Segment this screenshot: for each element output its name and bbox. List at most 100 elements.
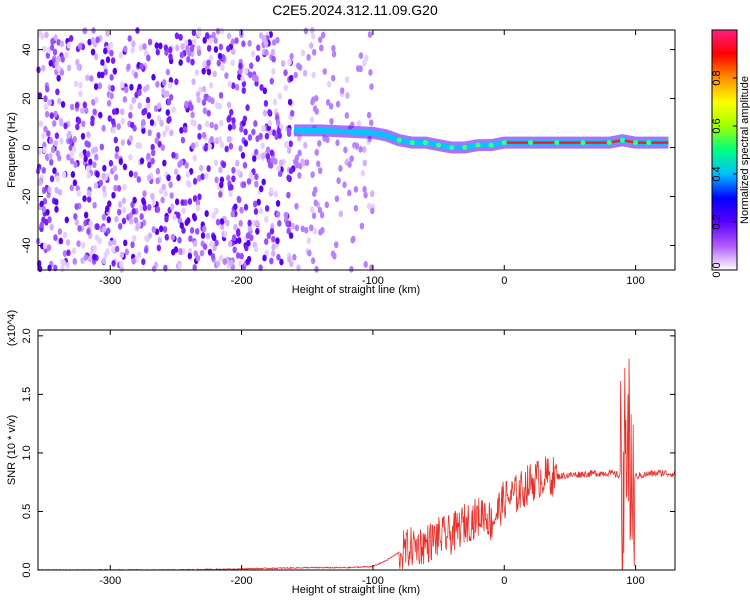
spectrogram-cell	[105, 248, 110, 255]
spectrogram-cell	[258, 32, 264, 39]
spectrogram-cell	[312, 227, 318, 235]
spectrogram-cell	[77, 42, 83, 50]
spectrogram-cell	[85, 165, 91, 173]
spectrogram-cell	[289, 74, 294, 82]
spectrogram-cell	[43, 95, 48, 103]
spectrogram-cell	[347, 161, 352, 168]
spectrogram-cell	[259, 185, 264, 193]
spectrogram-cell	[94, 96, 99, 104]
spectrogram-cell	[248, 171, 253, 179]
spectrogram-cell	[285, 220, 290, 228]
spectrogram-cell	[95, 170, 100, 178]
spectrogram-cell	[286, 127, 292, 135]
spectrogram-cell	[186, 56, 191, 63]
spectrogram-cell	[221, 161, 227, 169]
spectrogram-cell	[239, 206, 244, 214]
spectrogram-cell	[155, 167, 161, 175]
spectrogram-cell	[287, 98, 293, 106]
spectrogram-cell	[62, 250, 68, 257]
spectrogram-cell	[76, 189, 81, 197]
spectrogram-cell	[294, 154, 300, 162]
spectrogram-cell	[310, 171, 315, 179]
x-tick-label: -300	[99, 275, 121, 287]
spectrogram-cell	[111, 108, 117, 116]
spectrogram-cell	[264, 205, 270, 212]
spectrogram-cell	[53, 34, 58, 42]
spectrogram-cell	[69, 184, 74, 192]
spectrogram-cell	[41, 187, 47, 194]
spectrogram-cell	[142, 43, 147, 50]
spectrogram-cell	[214, 239, 219, 247]
spectrogram-cell	[263, 40, 269, 47]
spectrogram-cell	[101, 213, 107, 221]
spectrogram-cell	[76, 117, 82, 125]
snr-scale-label: (x10^4)	[6, 310, 18, 346]
spectrogram-cell	[218, 166, 223, 174]
spectrogram-cell	[205, 232, 211, 240]
y-tick-label: 40	[21, 43, 33, 55]
spectrogram-signal-trace	[294, 124, 669, 154]
spectrogram-cell	[263, 100, 269, 107]
spectrogram-cell	[196, 30, 202, 38]
spectrogram-cell	[49, 175, 55, 183]
spectrogram-cell	[109, 49, 114, 57]
spectrogram-cell	[146, 152, 151, 160]
spectrogram-cell	[320, 31, 326, 39]
spectrogram-cell	[64, 51, 69, 59]
signal-point	[528, 140, 534, 146]
spectrogram-cell	[289, 109, 295, 117]
spectrogram-cell	[52, 167, 57, 175]
spectrogram-cell	[269, 257, 274, 265]
spectrogram-cell	[248, 71, 253, 79]
spectrogram-cell	[350, 236, 355, 244]
spectrogram-cell	[197, 132, 202, 140]
spectrogram-cell	[180, 199, 185, 206]
spectrogram-cell	[92, 245, 98, 252]
spectrogram-cell	[309, 116, 315, 124]
spectrogram-cell	[252, 155, 257, 163]
spectrogram-cell	[354, 142, 360, 150]
spectrogram-cell	[203, 93, 208, 101]
spectrogram-cell	[227, 240, 233, 248]
x-tick-label: -200	[231, 575, 253, 587]
spectrogram-cell	[362, 146, 367, 153]
spectrogram-cell	[79, 107, 85, 115]
spectrogram-cell	[294, 202, 299, 210]
spectrogram-cell	[49, 44, 55, 51]
spectrogram-cell	[191, 38, 197, 46]
spectrogram-cell	[199, 249, 205, 257]
spectrogram-cell	[370, 207, 375, 215]
spectrogram-cell	[123, 45, 128, 53]
spectrogram-cell	[212, 244, 217, 252]
spectrogram-cell	[260, 152, 266, 160]
spectrogram-cell	[234, 83, 240, 91]
spectrogram-cell	[256, 198, 261, 206]
spectrogram-cell	[230, 59, 236, 67]
spectrogram-cell	[276, 127, 281, 135]
spectrogram-cell	[200, 232, 206, 239]
spectrogram-cell	[37, 92, 43, 100]
spectrogram-cell	[174, 78, 179, 86]
spectrogram-cell	[84, 140, 89, 148]
spectrogram-cell	[236, 168, 241, 176]
spectrogram-cell	[264, 132, 270, 140]
spectrogram-frame	[37, 29, 676, 271]
y-tick-label: 2.0	[21, 328, 33, 343]
spectrogram-cell	[101, 185, 107, 193]
spectrogram-cell	[112, 67, 118, 75]
spectrogram-cell	[188, 168, 194, 175]
spectrogram-cell	[366, 111, 372, 119]
spectrogram-cell	[163, 190, 168, 198]
spectrogram-cell	[358, 145, 363, 153]
spectrogram-cell	[56, 38, 61, 46]
spectrogram-cell	[58, 237, 64, 245]
spectrogram-cell	[173, 168, 179, 176]
spectrogram-cell	[86, 195, 92, 203]
spectrogram-cell	[120, 108, 125, 116]
spectrogram-cell	[151, 226, 156, 233]
signal-point	[449, 145, 455, 151]
spectrogram-cell	[66, 132, 71, 139]
spectrogram-cell	[344, 76, 350, 84]
spectrogram-cell	[212, 70, 217, 78]
